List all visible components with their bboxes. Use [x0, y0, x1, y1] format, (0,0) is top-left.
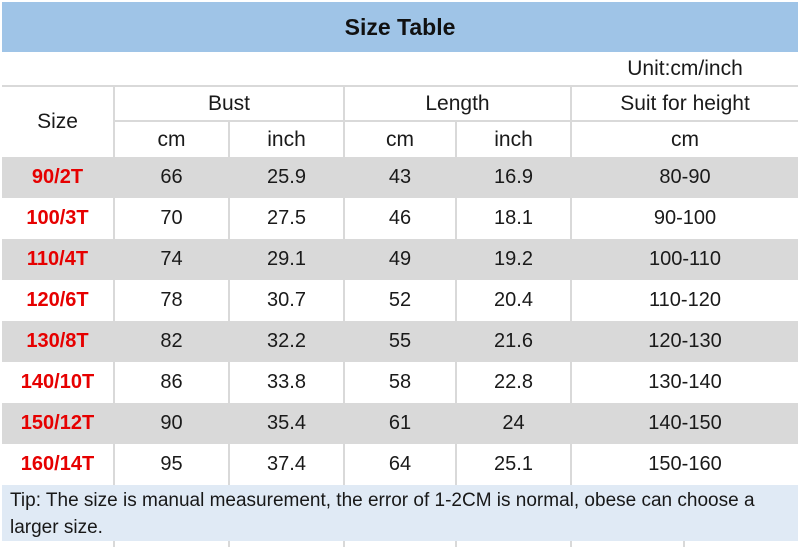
grid-cell — [685, 541, 798, 547]
col-subheader-bust-inch: inch — [230, 122, 345, 157]
col-header-size: Size — [2, 87, 115, 157]
height-range-cell: 140-150 — [648, 412, 722, 434]
table-row: 160/14T 95 37.4 64 25.1 150-160 — [2, 444, 798, 485]
height-range-cell: 100-110 — [649, 248, 721, 270]
table-row: 150/12T 90 35.4 61 24 140-150 — [2, 403, 798, 444]
col-header-length: Length — [345, 87, 572, 122]
length-inch-cell: 22.8 — [457, 362, 572, 403]
bust-cm-cell: 82 — [115, 321, 230, 362]
table-row: 110/4T 74 29.1 49 19.2 100-110 — [2, 239, 798, 280]
grid-cell — [572, 541, 685, 547]
size-label: 140/10T — [2, 362, 115, 403]
grid-cell — [345, 541, 457, 547]
height-range-cell: 130-140 — [648, 371, 722, 393]
grid-cell — [457, 541, 572, 547]
page-title: Size Table — [2, 2, 798, 52]
length-inch-cell: 24 — [457, 403, 572, 444]
table-row: 140/10T 86 33.8 58 22.8 130-140 — [2, 362, 798, 403]
bust-inch-cell: 37.4 — [230, 444, 345, 485]
tip-note: Tip: The size is manual measurement, the… — [2, 485, 798, 541]
size-label: 130/8T — [2, 321, 115, 362]
col-subheader-length-cm: cm — [345, 122, 457, 157]
table-row: 130/8T 82 32.2 55 21.6 120-130 — [2, 321, 798, 362]
bust-cm-cell: 66 — [115, 157, 230, 198]
size-label: 100/3T — [2, 198, 115, 239]
bust-cm-cell: 86 — [115, 362, 230, 403]
height-range-cell: 80-90 — [659, 166, 711, 188]
length-cm-cell: 43 — [345, 157, 457, 198]
size-label: 90/2T — [2, 157, 115, 198]
length-cm-cell: 55 — [345, 321, 457, 362]
unit-row: Unit:cm/inch — [2, 52, 798, 87]
table-header: Size Bust Length Suit for height cm inch… — [2, 87, 798, 157]
bottom-grid-strip — [2, 541, 798, 549]
size-label: 120/6T — [2, 280, 115, 321]
table-row: 100/3T 70 27.5 46 18.1 90-100 — [2, 198, 798, 239]
bust-inch-cell: 29.1 — [230, 239, 345, 280]
length-inch-cell: 19.2 — [457, 239, 572, 280]
length-cm-cell: 64 — [345, 444, 457, 485]
col-subheader-height-cm: cm — [671, 127, 699, 151]
length-inch-cell: 25.1 — [457, 444, 572, 485]
length-cm-cell: 49 — [345, 239, 457, 280]
height-range-cell: 150-160 — [648, 453, 722, 475]
col-header-bust: Bust — [115, 87, 345, 122]
length-inch-cell: 21.6 — [457, 321, 572, 362]
bust-inch-cell: 33.8 — [230, 362, 345, 403]
bust-inch-cell: 30.7 — [230, 280, 345, 321]
length-inch-cell: 16.9 — [457, 157, 572, 198]
bust-cm-cell: 74 — [115, 239, 230, 280]
height-range-cell: 110-120 — [649, 289, 721, 311]
table-row: 120/6T 78 30.7 52 20.4 110-120 — [2, 280, 798, 321]
height-range-cell: 90-100 — [653, 207, 717, 229]
bust-inch-cell: 35.4 — [230, 403, 345, 444]
unit-label: Unit:cm/inch — [627, 56, 743, 80]
size-label: 150/12T — [2, 403, 115, 444]
bust-inch-cell: 25.9 — [230, 157, 345, 198]
height-range-cell: 120-130 — [648, 330, 722, 352]
col-subheader-length-inch: inch — [457, 122, 572, 157]
size-table-body: 90/2T 66 25.9 43 16.9 80-90 100/3T 70 27… — [2, 157, 798, 485]
length-cm-cell: 58 — [345, 362, 457, 403]
grid-cell — [115, 541, 230, 547]
col-header-suit-for-height: Suit for height — [572, 87, 798, 122]
col-subheader-bust-cm: cm — [115, 122, 230, 157]
bust-cm-cell: 78 — [115, 280, 230, 321]
length-cm-cell: 61 — [345, 403, 457, 444]
grid-cell — [2, 541, 115, 547]
size-label: 160/14T — [2, 444, 115, 485]
bust-inch-cell: 27.5 — [230, 198, 345, 239]
length-cm-cell: 46 — [345, 198, 457, 239]
length-inch-cell: 20.4 — [457, 280, 572, 321]
length-cm-cell: 52 — [345, 280, 457, 321]
bust-inch-cell: 32.2 — [230, 321, 345, 362]
bust-cm-cell: 90 — [115, 403, 230, 444]
grid-cell — [230, 541, 345, 547]
length-inch-cell: 18.1 — [457, 198, 572, 239]
bust-cm-cell: 70 — [115, 198, 230, 239]
size-label: 110/4T — [2, 239, 115, 280]
bust-cm-cell: 95 — [115, 444, 230, 485]
table-row: 90/2T 66 25.9 43 16.9 80-90 — [2, 157, 798, 198]
